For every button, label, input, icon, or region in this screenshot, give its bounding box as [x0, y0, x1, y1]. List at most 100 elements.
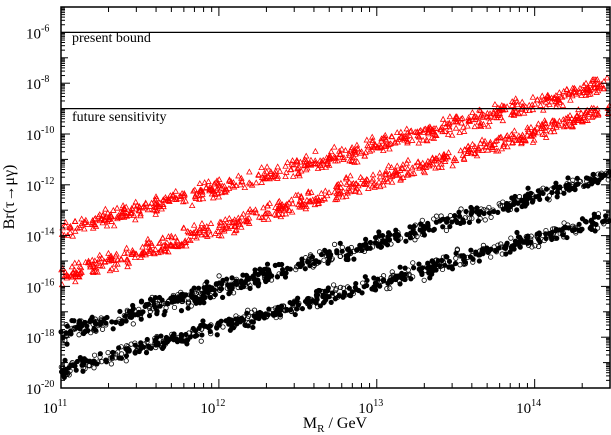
data-point-triangle — [556, 117, 563, 124]
data-point-triangle — [423, 160, 430, 167]
data-point-triangle — [146, 202, 154, 209]
data-point-triangle — [89, 262, 97, 269]
data-point-triangle — [369, 136, 376, 143]
data-point-triangle — [107, 252, 115, 259]
data-point-open-circle — [255, 277, 261, 283]
data-point-triangle — [323, 192, 331, 199]
data-point-triangle — [162, 193, 169, 200]
data-point-filled-circle — [402, 265, 408, 271]
data-point-open-circle — [529, 244, 535, 250]
data-point-triangle — [338, 153, 346, 160]
data-point-filled-circle — [148, 345, 154, 351]
data-point-triangle — [235, 172, 242, 179]
data-point-triangle — [439, 115, 447, 122]
data-point-triangle — [528, 132, 535, 139]
data-point-triangle — [422, 125, 429, 132]
data-point-filled-circle — [142, 303, 148, 310]
data-point-triangle — [151, 206, 158, 213]
data-point-triangle — [322, 187, 329, 194]
data-point-filled-circle — [548, 233, 554, 239]
data-point-triangle — [192, 195, 200, 201]
data-point-triangle — [490, 108, 497, 115]
data-point-triangle — [335, 187, 342, 193]
data-point-filled-circle — [190, 325, 196, 332]
data-point-triangle — [488, 142, 496, 149]
data-point-filled-circle — [305, 259, 311, 265]
data-point-triangle — [252, 179, 260, 186]
data-point-triangle — [589, 112, 597, 119]
data-point-triangle — [345, 150, 353, 157]
data-point-filled-circle — [411, 265, 417, 271]
data-point-triangle — [464, 149, 471, 156]
data-point-open-circle — [412, 231, 418, 237]
data-point-triangle — [278, 201, 286, 208]
data-point-triangle — [230, 229, 238, 236]
data-point-triangle — [113, 204, 121, 211]
data-point-triangle — [493, 137, 501, 144]
data-point-filled-circle — [551, 184, 557, 191]
data-point-filled-circle — [454, 219, 460, 226]
data-point-triangle — [334, 180, 342, 187]
data-point-triangle — [374, 143, 382, 150]
data-point-triangle — [191, 228, 199, 235]
data-point-triangle — [337, 179, 345, 186]
data-point-filled-circle — [460, 217, 466, 223]
data-point-filled-circle — [132, 350, 138, 356]
data-point-triangle — [595, 110, 602, 117]
data-point-triangle — [266, 210, 273, 217]
data-point-open-circle — [437, 218, 443, 224]
data-point-triangle — [508, 101, 516, 108]
data-point-open-circle — [99, 326, 106, 332]
data-point-triangle — [130, 249, 137, 256]
data-point-filled-circle — [79, 362, 85, 368]
data-point-triangle — [103, 222, 111, 229]
data-point-filled-circle — [476, 258, 482, 264]
data-point-filled-circle — [449, 219, 455, 225]
data-point-triangle — [397, 134, 405, 141]
data-point-triangle — [382, 135, 390, 142]
data-point-filled-circle — [250, 324, 256, 331]
data-point-filled-circle — [313, 258, 319, 264]
data-point-filled-circle — [279, 261, 285, 268]
data-point-filled-circle — [371, 286, 377, 292]
data-point-triangle — [382, 168, 390, 174]
data-point-open-circle — [121, 312, 127, 319]
data-point-triangle — [371, 184, 378, 190]
data-point-triangle — [436, 152, 443, 159]
data-point-triangle — [542, 133, 550, 140]
data-point-filled-circle — [354, 247, 360, 253]
data-point-triangle — [139, 243, 146, 250]
data-point-triangle — [371, 141, 379, 148]
data-point-triangle — [474, 146, 482, 153]
data-point-open-circle — [82, 319, 88, 326]
data-point-triangle — [91, 221, 99, 228]
data-point-triangle — [205, 178, 212, 184]
data-point-triangle — [578, 92, 585, 98]
data-point-open-circle — [80, 330, 87, 336]
data-point-triangle — [393, 170, 401, 177]
data-point-triangle — [437, 126, 444, 132]
data-point-filled-circle — [314, 294, 320, 300]
data-point-triangle — [196, 180, 204, 186]
data-point-open-circle — [485, 249, 491, 255]
data-point-open-circle — [433, 257, 439, 263]
data-point-triangle — [364, 142, 371, 149]
data-point-triangle — [85, 259, 93, 266]
data-point-open-circle — [360, 280, 366, 286]
data-point-triangle — [263, 174, 270, 181]
data-point-triangle — [128, 204, 136, 211]
data-point-open-circle — [490, 207, 496, 213]
data-point-triangle — [416, 127, 423, 134]
plot-frame — [60, 6, 611, 389]
data-point-triangle — [338, 145, 346, 152]
data-point-triangle — [553, 123, 560, 130]
data-point-filled-circle — [251, 313, 257, 319]
data-point-triangle — [180, 224, 188, 231]
data-point-open-circle — [308, 296, 314, 302]
data-point-triangle — [228, 218, 236, 225]
data-point-filled-circle — [519, 203, 525, 210]
data-point-triangle — [556, 98, 563, 105]
data-point-triangle — [387, 173, 394, 180]
data-point-triangle — [497, 133, 505, 140]
data-point-filled-circle — [233, 281, 240, 288]
